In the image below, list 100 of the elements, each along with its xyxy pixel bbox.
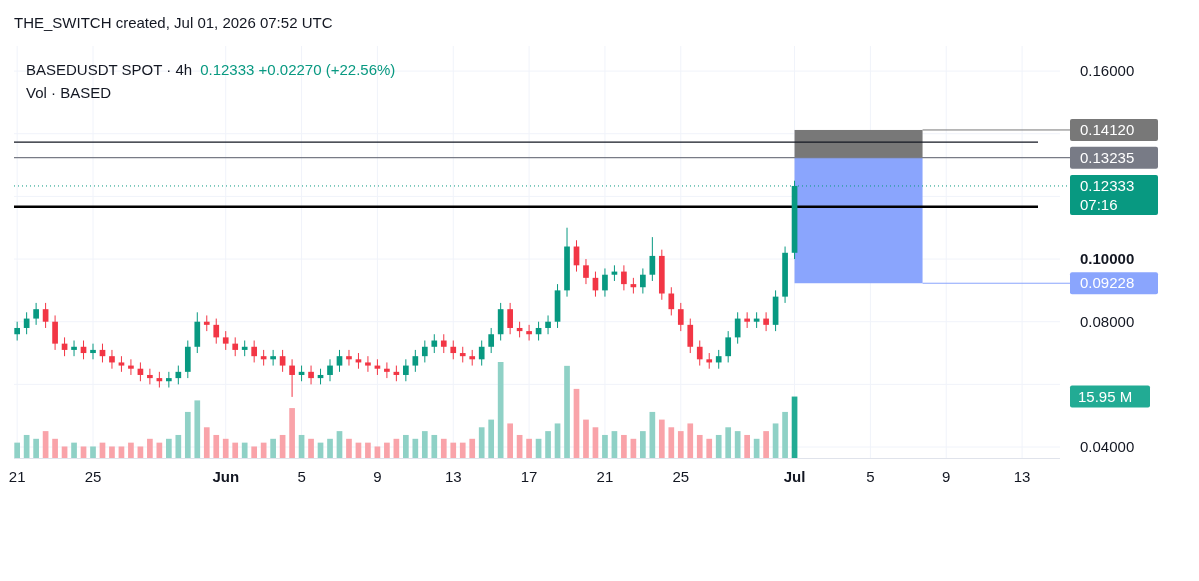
x-tick-label: 13 — [1013, 468, 1031, 485]
band-label: 0.09228 — [1080, 274, 1135, 292]
candlestick — [251, 340, 258, 363]
bar — [621, 434, 627, 458]
bar — [677, 431, 684, 458]
candlestick — [668, 286, 675, 316]
bar — [763, 431, 769, 458]
candlestick — [128, 358, 134, 376]
bar — [175, 434, 182, 458]
candlestick — [403, 358, 409, 382]
bar — [583, 419, 589, 458]
candlestick — [725, 330, 732, 363]
bar — [33, 438, 39, 458]
bar — [118, 446, 125, 458]
candlestick — [545, 314, 551, 335]
candlestick — [52, 314, 58, 351]
candlestick — [621, 264, 627, 291]
x-tick-label: 25 — [672, 468, 690, 485]
bar — [658, 419, 665, 458]
bar — [384, 442, 390, 458]
candlestick — [279, 349, 286, 373]
x-tick-label: 17 — [520, 468, 538, 485]
candlestick — [336, 349, 343, 373]
bar — [289, 408, 295, 458]
bar — [61, 446, 68, 458]
x-tick-label: 13 — [444, 468, 462, 485]
bar — [71, 442, 77, 458]
text: THE_SWITCH created, Jul 01, 2026 07:52 UTC — [14, 14, 333, 31]
x-tick-label: Jul — [783, 468, 806, 485]
bar — [128, 442, 134, 458]
bar — [507, 423, 513, 458]
bar — [270, 438, 276, 458]
x-tick-label: 21 — [8, 468, 26, 485]
candlestick — [440, 333, 447, 354]
candlestick — [478, 340, 485, 367]
bar — [478, 427, 485, 458]
candlestick — [734, 311, 741, 345]
x-tick-label: 9 — [942, 468, 951, 485]
candlestick — [147, 368, 153, 385]
bar — [166, 438, 172, 458]
bar — [80, 446, 87, 458]
bar — [526, 438, 532, 458]
bar — [222, 438, 229, 458]
candlestick — [270, 349, 276, 367]
y-tick-label: 0.16000 — [1080, 62, 1135, 80]
y-tick-label: 0.04000 — [1080, 438, 1135, 456]
bar — [696, 434, 703, 458]
x-tick-label: 21 — [596, 468, 614, 485]
bar — [450, 442, 457, 458]
candlestick — [677, 302, 684, 332]
bar — [365, 442, 371, 458]
bar — [440, 438, 447, 458]
candlestick — [696, 340, 703, 367]
text: 0.12333 +0.02270 (+22.56%) — [200, 61, 396, 78]
candlestick — [431, 333, 438, 354]
x-tick-label: 5 — [866, 468, 875, 485]
candlestick — [763, 311, 769, 332]
bar — [241, 442, 248, 458]
bar — [232, 442, 239, 458]
annotation: Vol · BASED — [26, 84, 112, 101]
candlestick — [421, 340, 428, 363]
bar — [640, 431, 646, 458]
x-tick-label: Jun — [212, 468, 240, 485]
candlestick — [640, 267, 646, 295]
bar — [109, 446, 115, 458]
bar — [213, 434, 220, 458]
candlestick — [450, 340, 457, 360]
text: BASEDUSDT SPOT · 4h — [26, 61, 193, 78]
bar — [725, 427, 732, 458]
bar — [203, 427, 210, 458]
bar — [497, 362, 504, 458]
bar — [374, 446, 381, 458]
candlestick — [213, 318, 220, 345]
candlestick — [222, 330, 229, 351]
text: 07:16 — [1080, 195, 1118, 213]
bar — [52, 438, 58, 458]
bar — [469, 438, 476, 458]
candlestick — [175, 365, 182, 385]
bar — [412, 438, 419, 458]
candlestick — [412, 349, 419, 373]
candlestick — [384, 361, 390, 379]
bar — [687, 423, 694, 458]
candlestick — [71, 340, 77, 357]
bar — [488, 419, 495, 458]
bar — [706, 438, 713, 458]
candlestick — [365, 355, 371, 373]
bar — [744, 434, 750, 458]
candlestick — [33, 302, 39, 326]
bar — [564, 365, 570, 458]
bar — [734, 431, 741, 458]
candlestick — [232, 336, 239, 357]
bar — [14, 442, 20, 458]
bar — [545, 431, 551, 458]
candlestick — [526, 324, 532, 342]
candlestick — [507, 302, 513, 335]
x-tick-label: 25 — [84, 468, 102, 485]
bar — [403, 434, 409, 458]
candlestick — [488, 327, 495, 354]
bar — [782, 411, 788, 458]
candlestick — [289, 358, 295, 398]
